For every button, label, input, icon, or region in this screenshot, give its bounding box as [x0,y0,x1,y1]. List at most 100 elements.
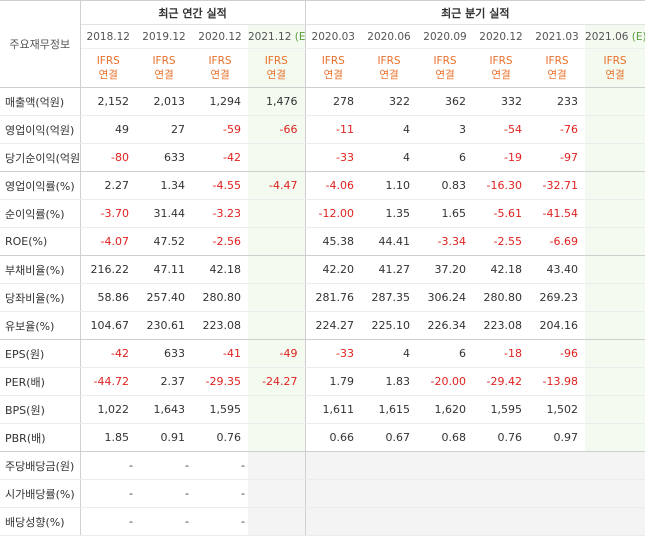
corner-label: 주요재무정보 [0,0,81,88]
table-cell: -4.55 [192,171,248,200]
row-label: 부채비율(%) [0,255,81,284]
table-cell: 332 [473,87,530,116]
period-date: 2020.03 [305,24,362,49]
table-cell: -4.06 [305,171,362,200]
table-cell: -42 [80,339,136,368]
table-cell [585,479,646,508]
table-cell: 58.86 [80,283,136,312]
table-row: 유보율(%) 104.67 230.61 223.08 224.27 225.10 226.… [0,311,646,340]
table-cell: -66 [248,115,306,144]
table-cell: 223.08 [192,311,248,340]
table-row: BPS(원) 1,022 1,643 1,595 1,611 1,615 1,620 1,59… [0,395,646,424]
table-cell [585,255,646,284]
table-cell: 1.85 [80,423,136,452]
table-cell [361,479,418,508]
table-cell: 6 [417,339,474,368]
table-cell: -33 [305,339,362,368]
ifrs-consolidated-label: IFRS 연결 [248,48,306,88]
table-cell: -3.34 [417,227,474,256]
period-date-label: 2020.12 [198,30,242,43]
table-cell [417,451,474,480]
ifrs-consolidated-label: IFRS 연결 [473,48,530,88]
table-cell: -76 [529,115,586,144]
table-row: 순이익률(%) -3.70 31.44 -3.23 -12.00 1.35 1.65 -5.6… [0,199,646,228]
table-cell: -42 [192,143,248,172]
table-cell: -49 [248,339,306,368]
table-cell: 1,595 [473,395,530,424]
table-cell: 269.23 [529,283,586,312]
table-cell: 280.80 [192,283,248,312]
table-cell: 0.67 [361,423,418,452]
table-cell [585,507,646,536]
table-cell [585,395,646,424]
ifrs-consolidated-label: IFRS 연결 [136,48,192,88]
ifrs-label: IFRS [377,55,401,67]
table-cell: 42.20 [305,255,362,284]
table-cell: 278 [305,87,362,116]
table-cell [305,479,362,508]
ifrs-label: IFRS [545,55,569,67]
period-date-label: 2020.03 [311,30,355,43]
row-label: 당기순이익(억원) [0,143,81,172]
table-cell: -2.55 [473,227,530,256]
table-cell: 306.24 [417,283,474,312]
table-row: 시가배당률(%) - - - [0,479,646,508]
table-cell [585,227,646,256]
table-cell: 230.61 [136,311,192,340]
table-cell: - [80,479,136,508]
table-cell: 4 [361,115,418,144]
table-body: 매출액(억원) 2,152 2,013 1,294 1,476 278 322 362 332 2… [0,87,646,536]
table-cell [305,451,362,480]
period-date-label: 2021.12 [248,30,292,43]
table-cell: 223.08 [473,311,530,340]
table-cell: 633 [136,143,192,172]
table-cell: -4.47 [248,171,306,200]
row-label: 주당배당금(원) [0,451,81,480]
table-row: PBR(배) 1.85 0.91 0.76 0.66 0.67 0.68 0.76 0.97 [0,423,646,452]
row-label: 영업이익(억원) [0,115,81,144]
table-cell: 0.76 [473,423,530,452]
ifrs-consolidated-label: IFRS 연결 [305,48,362,88]
row-label: BPS(원) [0,395,81,424]
table-cell [585,451,646,480]
table-cell [248,311,306,340]
table-cell: - [136,507,192,536]
period-date: 2020.06 [361,24,418,49]
table-row: 매출액(억원) 2,152 2,013 1,294 1,476 278 322 362 332 2… [0,87,646,116]
table-cell: - [192,507,248,536]
table-cell [585,339,646,368]
table-cell: 42.18 [192,255,248,284]
row-label: ROE(%) [0,227,81,256]
table-cell: 1.10 [361,171,418,200]
table-cell: 0.91 [136,423,192,452]
table-cell: -13.98 [529,367,586,396]
table-cell: -41.54 [529,199,586,228]
table-cell: -11 [305,115,362,144]
table-cell: - [80,507,136,536]
period-date: 2018.12 [80,24,136,49]
table-cell: - [192,451,248,480]
table-cell [248,227,306,256]
table-cell [248,507,306,536]
ifrs-label: IFRS [264,55,288,67]
table-cell [248,283,306,312]
table-cell [248,479,306,508]
table-row: PER(배) -44.72 2.37 -29.35 -24.27 1.79 1.83 -20.… [0,367,646,396]
table-cell: 2.37 [136,367,192,396]
table-cell: 1.83 [361,367,418,396]
table-cell [248,143,306,172]
table-cell: 233 [529,87,586,116]
table-row: 영업이익(억원) 49 27 -59 -66 -11 4 3 -54 -76 [0,115,646,144]
table-cell: 4 [361,339,418,368]
table-cell: -18 [473,339,530,368]
period-date: 2020.09 [417,24,474,49]
table-cell: 1,643 [136,395,192,424]
table-cell: -3.70 [80,199,136,228]
table-cell: -3.23 [192,199,248,228]
period-date-label: 2018.12 [86,30,130,43]
table-cell: 0.97 [529,423,586,452]
table-cell: - [136,479,192,508]
table-cell: 322 [361,87,418,116]
table-cell: 362 [417,87,474,116]
table-cell [585,283,646,312]
